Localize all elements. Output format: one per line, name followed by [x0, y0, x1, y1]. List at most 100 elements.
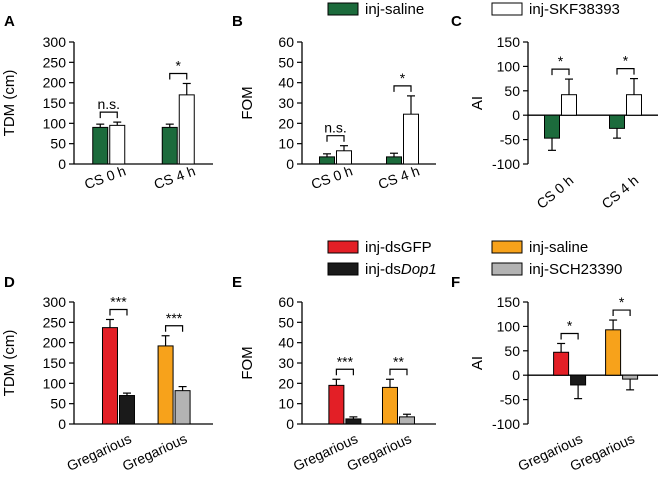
y-tick-label: 50: [504, 343, 520, 359]
y-tick-label: -50: [500, 392, 520, 408]
y-tick-label: 50: [50, 136, 66, 152]
y-tick-label: 40: [278, 75, 294, 91]
panel-f: F-100-50050100150AI*Gregarious*Gregariou…: [451, 274, 658, 474]
y-tick-label: 0: [512, 367, 520, 383]
bar: [398, 416, 415, 425]
y-tick-label: 300: [43, 294, 67, 310]
legend-label: inj-saline: [365, 1, 424, 18]
legend-swatch: [327, 240, 359, 254]
panel-d: D 0 50 100 150 200 250 300 TDM (cm) *** Gregarious…: [1, 274, 213, 474]
category-label: CS 0 h: [309, 162, 355, 192]
y-tick-label: 10: [278, 136, 294, 152]
legend-bottom: inj-dsGFP inj-saline inj-dsDop1 inj-SCH2339…: [327, 239, 622, 278]
bar: [605, 329, 622, 376]
significance-bracket: [393, 85, 412, 92]
legend-label-italic: Dop1: [401, 261, 437, 278]
category-label: CS 4 h: [152, 162, 198, 192]
y-tick-label: 100: [43, 375, 67, 391]
significance-label: *: [558, 53, 564, 69]
bar: [161, 126, 178, 165]
bar: [92, 126, 109, 165]
legend-top: inj-saline inj-SKF38393: [327, 1, 620, 18]
y-tick-label: 30: [278, 95, 294, 111]
y-tick-label: 100: [497, 58, 521, 74]
bar: [157, 345, 174, 425]
y-tick-label: 150: [497, 34, 521, 50]
panel-a: A 0 50 100 150 200 250 300 TDM (cm) n.s. CS 0 h * CS…: [1, 13, 213, 192]
significance-label: ***: [166, 310, 183, 326]
y-tick-label: 0: [58, 416, 66, 432]
y-tick-label: 50: [50, 396, 66, 412]
legend-label-prefix: inj-ds: [365, 261, 401, 278]
panel-c: C -100 -50 0 50 100 150 AI * CS 0 h * CS 4 h: [451, 13, 658, 212]
significance-bracket: [612, 309, 631, 317]
category-label: CS 0 h: [533, 172, 576, 212]
panel-letter: C: [451, 13, 462, 30]
significance-label: *: [176, 57, 182, 73]
y-tick-label: -100: [492, 416, 520, 432]
legend-label: inj-SKF38393: [529, 1, 620, 18]
y-tick-label: 60: [278, 34, 294, 50]
y-tick-label: 100: [497, 318, 521, 334]
significance-label: *: [623, 53, 629, 69]
significance-bracket: [164, 325, 184, 332]
bar: [544, 114, 560, 139]
significance-bracket: [109, 308, 128, 316]
y-axis-label: TDM (cm): [1, 330, 18, 397]
bar: [319, 156, 335, 165]
y-tick-label: 10: [278, 396, 294, 412]
legend-swatch: [491, 240, 523, 254]
significance-label: n.s.: [324, 120, 347, 136]
significance-label: *: [400, 70, 406, 86]
significance-label: n.s.: [97, 96, 120, 112]
legend-swatch: [327, 262, 359, 276]
y-tick-label: -50: [500, 132, 520, 148]
category-label: Gregarious: [120, 430, 190, 474]
y-tick-label: 40: [278, 335, 294, 351]
y-tick-label: 0: [512, 107, 520, 123]
category-label: CS 4 h: [598, 172, 641, 212]
bar: [174, 390, 191, 425]
bar: [109, 124, 126, 165]
y-tick-label: 100: [43, 115, 67, 131]
panel-letter: F: [451, 274, 460, 291]
y-tick-label: 20: [278, 115, 294, 131]
y-tick-label: 300: [43, 34, 67, 50]
y-axis-label: FOM: [239, 86, 256, 119]
significance-label: *: [619, 294, 625, 310]
significance-bracket: [326, 135, 345, 142]
y-tick-label: 200: [43, 75, 67, 91]
bar: [553, 351, 570, 376]
significance-bracket: [169, 72, 188, 80]
category-label: CS 4 h: [376, 162, 422, 192]
y-tick-label: -100: [492, 156, 520, 172]
y-tick-label: 50: [504, 83, 520, 99]
y-tick-label: 0: [286, 156, 294, 172]
significance-bracket: [389, 368, 408, 376]
y-tick-label: 60: [278, 294, 294, 310]
y-axis-label: AI: [469, 96, 486, 110]
panel-letter: B: [232, 13, 243, 30]
y-axis-label: TDM (cm): [1, 70, 18, 137]
legend-label: inj-dsDop1: [365, 261, 437, 278]
significance-bracket: [560, 332, 579, 340]
significance-label: ***: [337, 353, 354, 369]
bar: [381, 386, 398, 425]
bar: [403, 113, 419, 165]
y-axis-label: AI: [469, 356, 486, 370]
y-tick-label: 150: [43, 355, 67, 371]
y-tick-label: 20: [278, 375, 294, 391]
y-tick-label: 0: [58, 156, 66, 172]
bar: [118, 395, 135, 425]
panel-b: B 0 10 20 30 40 50 60 FOM n.s. CS 0 h * CS 4 h: [232, 13, 436, 192]
legend-label: inj-saline: [529, 239, 588, 256]
significance-bracket: [551, 68, 570, 76]
bar: [386, 156, 402, 165]
y-axis-label: FOM: [239, 346, 256, 379]
y-tick-label: 150: [497, 294, 521, 310]
legend-label: inj-dsGFP: [365, 239, 432, 256]
bar: [622, 374, 639, 380]
bar: [101, 327, 118, 425]
